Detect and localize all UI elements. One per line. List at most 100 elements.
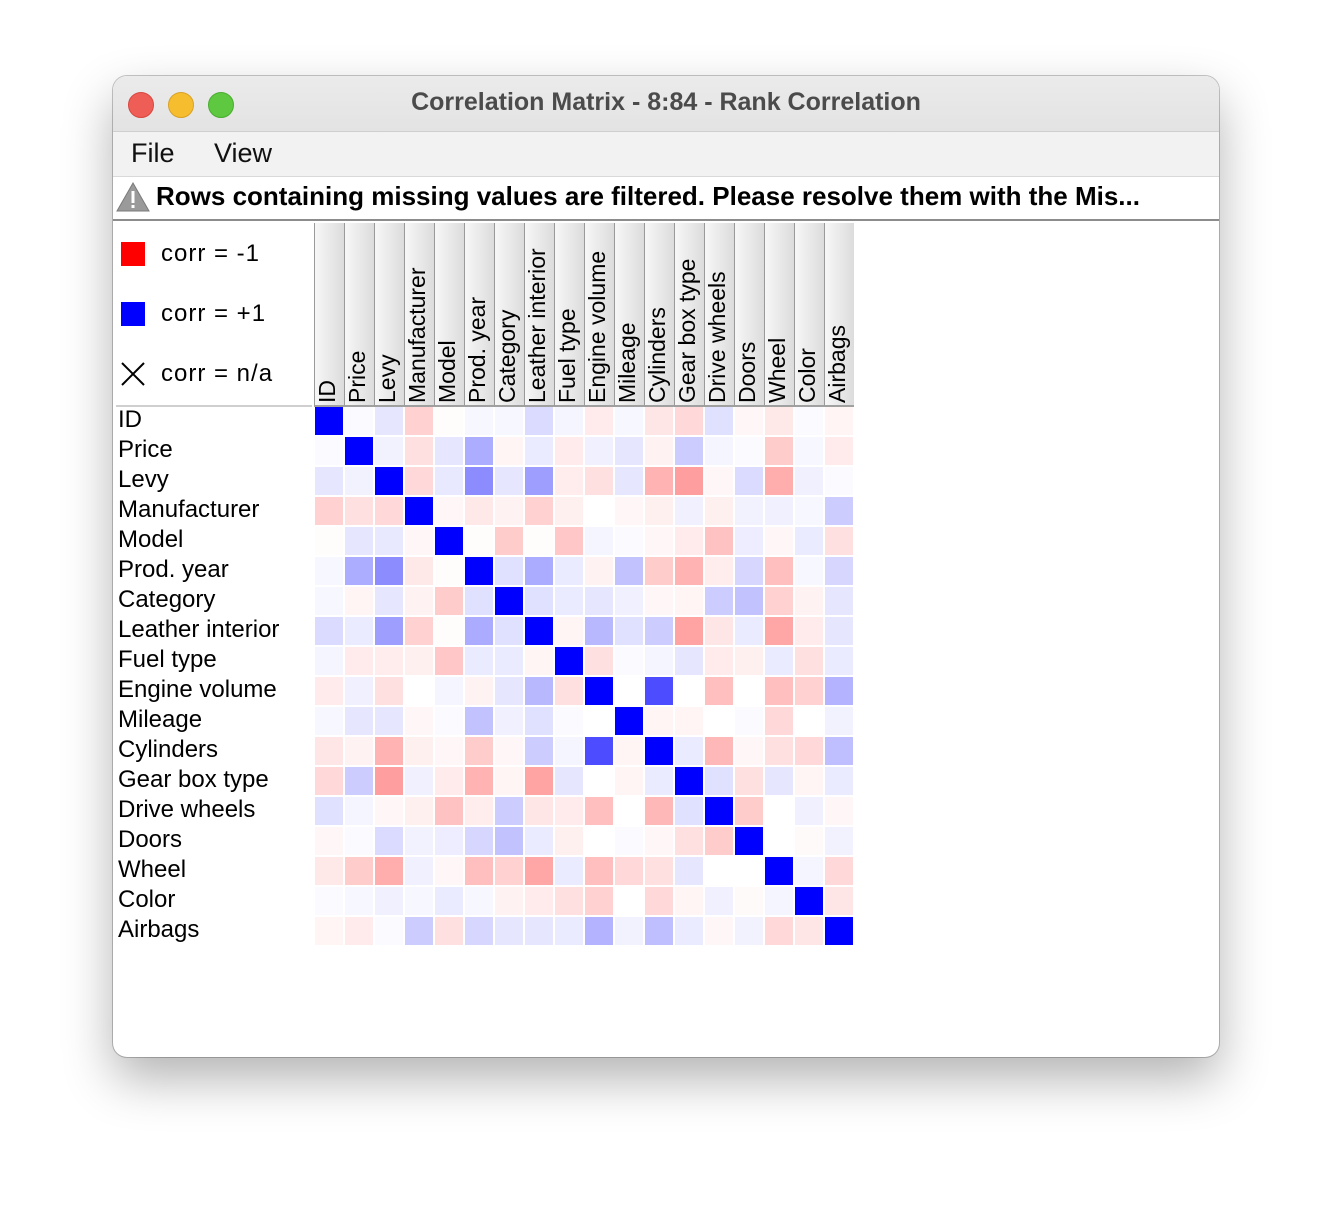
matrix-cell[interactable] bbox=[495, 827, 523, 855]
matrix-cell[interactable] bbox=[825, 707, 853, 735]
matrix-cell[interactable] bbox=[555, 827, 583, 855]
matrix-cell[interactable] bbox=[495, 887, 523, 915]
matrix-cell[interactable] bbox=[465, 737, 493, 765]
matrix-cell[interactable] bbox=[795, 917, 823, 945]
matrix-cell[interactable] bbox=[435, 677, 463, 705]
matrix-cell[interactable] bbox=[675, 617, 703, 645]
matrix-cell[interactable] bbox=[555, 797, 583, 825]
matrix-cell[interactable] bbox=[795, 407, 823, 435]
matrix-cell[interactable] bbox=[525, 527, 553, 555]
matrix-cell[interactable] bbox=[675, 647, 703, 675]
matrix-cell[interactable] bbox=[405, 527, 433, 555]
matrix-cell[interactable] bbox=[705, 797, 733, 825]
matrix-cell[interactable] bbox=[705, 857, 733, 885]
matrix-cell[interactable] bbox=[585, 527, 613, 555]
matrix-cell[interactable] bbox=[555, 917, 583, 945]
matrix-cell[interactable] bbox=[525, 557, 553, 585]
matrix-cell[interactable] bbox=[495, 467, 523, 495]
matrix-cell[interactable] bbox=[795, 767, 823, 795]
matrix-cell[interactable] bbox=[435, 917, 463, 945]
matrix-cell[interactable] bbox=[645, 677, 673, 705]
matrix-cell[interactable] bbox=[495, 677, 523, 705]
matrix-cell[interactable] bbox=[435, 647, 463, 675]
matrix-cell[interactable] bbox=[465, 557, 493, 585]
matrix-cell[interactable] bbox=[315, 407, 343, 435]
close-button[interactable] bbox=[128, 92, 154, 118]
matrix-cell[interactable] bbox=[405, 857, 433, 885]
matrix-cell[interactable] bbox=[375, 557, 403, 585]
matrix-cell[interactable] bbox=[825, 857, 853, 885]
matrix-cell[interactable] bbox=[555, 557, 583, 585]
matrix-cell[interactable] bbox=[795, 557, 823, 585]
matrix-cell[interactable] bbox=[675, 587, 703, 615]
matrix-cell[interactable] bbox=[825, 797, 853, 825]
matrix-cell[interactable] bbox=[705, 467, 733, 495]
matrix-cell[interactable] bbox=[525, 647, 553, 675]
matrix-cell[interactable] bbox=[585, 707, 613, 735]
matrix-cell[interactable] bbox=[735, 767, 763, 795]
matrix-cell[interactable] bbox=[555, 467, 583, 495]
matrix-cell[interactable] bbox=[465, 917, 493, 945]
matrix-cell[interactable] bbox=[345, 497, 373, 525]
matrix-cell[interactable] bbox=[435, 767, 463, 795]
matrix-cell[interactable] bbox=[435, 407, 463, 435]
matrix-cell[interactable] bbox=[345, 587, 373, 615]
matrix-cell[interactable] bbox=[765, 557, 793, 585]
matrix-cell[interactable] bbox=[825, 437, 853, 465]
matrix-cell[interactable] bbox=[645, 707, 673, 735]
matrix-cell[interactable] bbox=[375, 827, 403, 855]
matrix-cell[interactable] bbox=[495, 617, 523, 645]
matrix-cell[interactable] bbox=[555, 407, 583, 435]
matrix-cell[interactable] bbox=[825, 497, 853, 525]
menu-file[interactable]: File bbox=[131, 138, 175, 168]
matrix-cell[interactable] bbox=[675, 917, 703, 945]
matrix-cell[interactable] bbox=[735, 887, 763, 915]
matrix-cell[interactable] bbox=[555, 497, 583, 525]
matrix-cell[interactable] bbox=[645, 407, 673, 435]
matrix-cell[interactable] bbox=[765, 407, 793, 435]
matrix-cell[interactable] bbox=[345, 647, 373, 675]
matrix-cell[interactable] bbox=[675, 527, 703, 555]
matrix-cell[interactable] bbox=[705, 587, 733, 615]
matrix-cell[interactable] bbox=[675, 557, 703, 585]
matrix-cell[interactable] bbox=[675, 707, 703, 735]
matrix-cell[interactable] bbox=[735, 467, 763, 495]
matrix-cell[interactable] bbox=[795, 857, 823, 885]
matrix-cell[interactable] bbox=[615, 827, 643, 855]
matrix-cell[interactable] bbox=[495, 797, 523, 825]
matrix-cell[interactable] bbox=[705, 407, 733, 435]
matrix-cell[interactable] bbox=[705, 707, 733, 735]
matrix-cell[interactable] bbox=[705, 617, 733, 645]
matrix-cell[interactable] bbox=[795, 647, 823, 675]
matrix-cell[interactable] bbox=[675, 467, 703, 495]
matrix-cell[interactable] bbox=[345, 407, 373, 435]
matrix-cell[interactable] bbox=[585, 917, 613, 945]
matrix-cell[interactable] bbox=[465, 827, 493, 855]
matrix-cell[interactable] bbox=[675, 437, 703, 465]
matrix-cell[interactable] bbox=[645, 827, 673, 855]
matrix-cell[interactable] bbox=[525, 917, 553, 945]
matrix-cell[interactable] bbox=[315, 587, 343, 615]
matrix-cell[interactable] bbox=[735, 587, 763, 615]
matrix-cell[interactable] bbox=[675, 677, 703, 705]
matrix-cell[interactable] bbox=[645, 737, 673, 765]
matrix-cell[interactable] bbox=[645, 797, 673, 825]
matrix-cell[interactable] bbox=[795, 497, 823, 525]
matrix-cell[interactable] bbox=[765, 917, 793, 945]
matrix-cell[interactable] bbox=[345, 557, 373, 585]
matrix-cell[interactable] bbox=[435, 887, 463, 915]
matrix-cell[interactable] bbox=[765, 497, 793, 525]
matrix-cell[interactable] bbox=[645, 437, 673, 465]
matrix-cell[interactable] bbox=[555, 587, 583, 615]
matrix-cell[interactable] bbox=[795, 587, 823, 615]
matrix-cell[interactable] bbox=[645, 917, 673, 945]
matrix-cell[interactable] bbox=[765, 797, 793, 825]
matrix-cell[interactable] bbox=[375, 467, 403, 495]
matrix-cell[interactable] bbox=[735, 527, 763, 555]
matrix-cell[interactable] bbox=[435, 587, 463, 615]
matrix-cell[interactable] bbox=[525, 767, 553, 795]
matrix-cell[interactable] bbox=[465, 677, 493, 705]
matrix-cell[interactable] bbox=[555, 617, 583, 645]
matrix-cell[interactable] bbox=[435, 497, 463, 525]
matrix-cell[interactable] bbox=[675, 797, 703, 825]
